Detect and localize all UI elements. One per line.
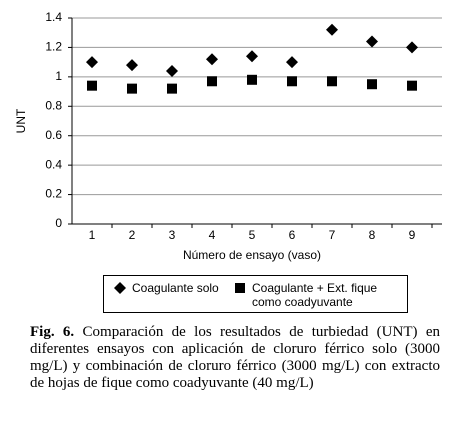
legend: Coagulante solo Coagulante + Ext. fique … <box>103 275 408 313</box>
x-tick-label: 2 <box>129 228 136 242</box>
legend-entry: Coagulante + Ext. fique como coadyuvante <box>234 281 404 309</box>
y-tick-label: 1.2 <box>45 40 62 54</box>
y-tick-label: 0.4 <box>45 157 62 171</box>
x-tick-label: 5 <box>249 228 256 242</box>
x-tick-label: 1 <box>89 228 96 242</box>
y-tick-label: 0.6 <box>45 128 62 142</box>
point <box>167 83 177 94</box>
y-tick-label: 0.2 <box>45 187 62 201</box>
y-axis-label: UNT <box>14 108 28 133</box>
point <box>406 41 418 54</box>
caption: Fig. 6. Comparación de los resultados de… <box>30 324 440 392</box>
point <box>407 80 417 91</box>
point <box>206 53 218 66</box>
legend-entry: Coagulante solo <box>114 281 219 295</box>
legend-label: Coagulante solo <box>132 281 219 295</box>
point <box>246 50 258 63</box>
point <box>247 74 257 85</box>
legend-marker <box>114 282 126 294</box>
y-tick-label: 1.4 <box>45 10 62 24</box>
caption-text: Comparación de los resultados de turbied… <box>30 324 440 391</box>
legend-marker <box>235 283 245 293</box>
point <box>326 23 338 36</box>
y-tick-label: 1 <box>55 69 62 83</box>
x-tick-label: 9 <box>409 228 416 242</box>
caption-label: Fig. 6. <box>30 324 75 340</box>
point <box>86 56 98 69</box>
y-tick-label: 0.8 <box>45 98 62 112</box>
point <box>367 79 377 90</box>
legend-label: Coagulante + Ext. fique como coadyuvante <box>252 281 378 309</box>
point <box>366 35 378 48</box>
chart: UNT Número de ensayo (vaso) 0 0.2 0.4 0.6 0.… <box>14 10 442 262</box>
point <box>207 76 217 87</box>
y-tick-label: 0 <box>55 216 62 230</box>
x-tick-label: 3 <box>169 228 176 242</box>
x-tick-label: 8 <box>369 228 376 242</box>
point <box>286 56 298 69</box>
point <box>166 64 178 77</box>
point <box>127 83 137 94</box>
x-axis-label: Número de ensayo (vaso) <box>183 248 321 262</box>
x-tick-label: 7 <box>329 228 336 242</box>
x-tick-label: 6 <box>289 228 296 242</box>
point <box>327 76 337 87</box>
point <box>287 76 297 87</box>
x-tick-label: 4 <box>209 228 216 242</box>
point <box>126 59 138 72</box>
point <box>87 80 97 91</box>
